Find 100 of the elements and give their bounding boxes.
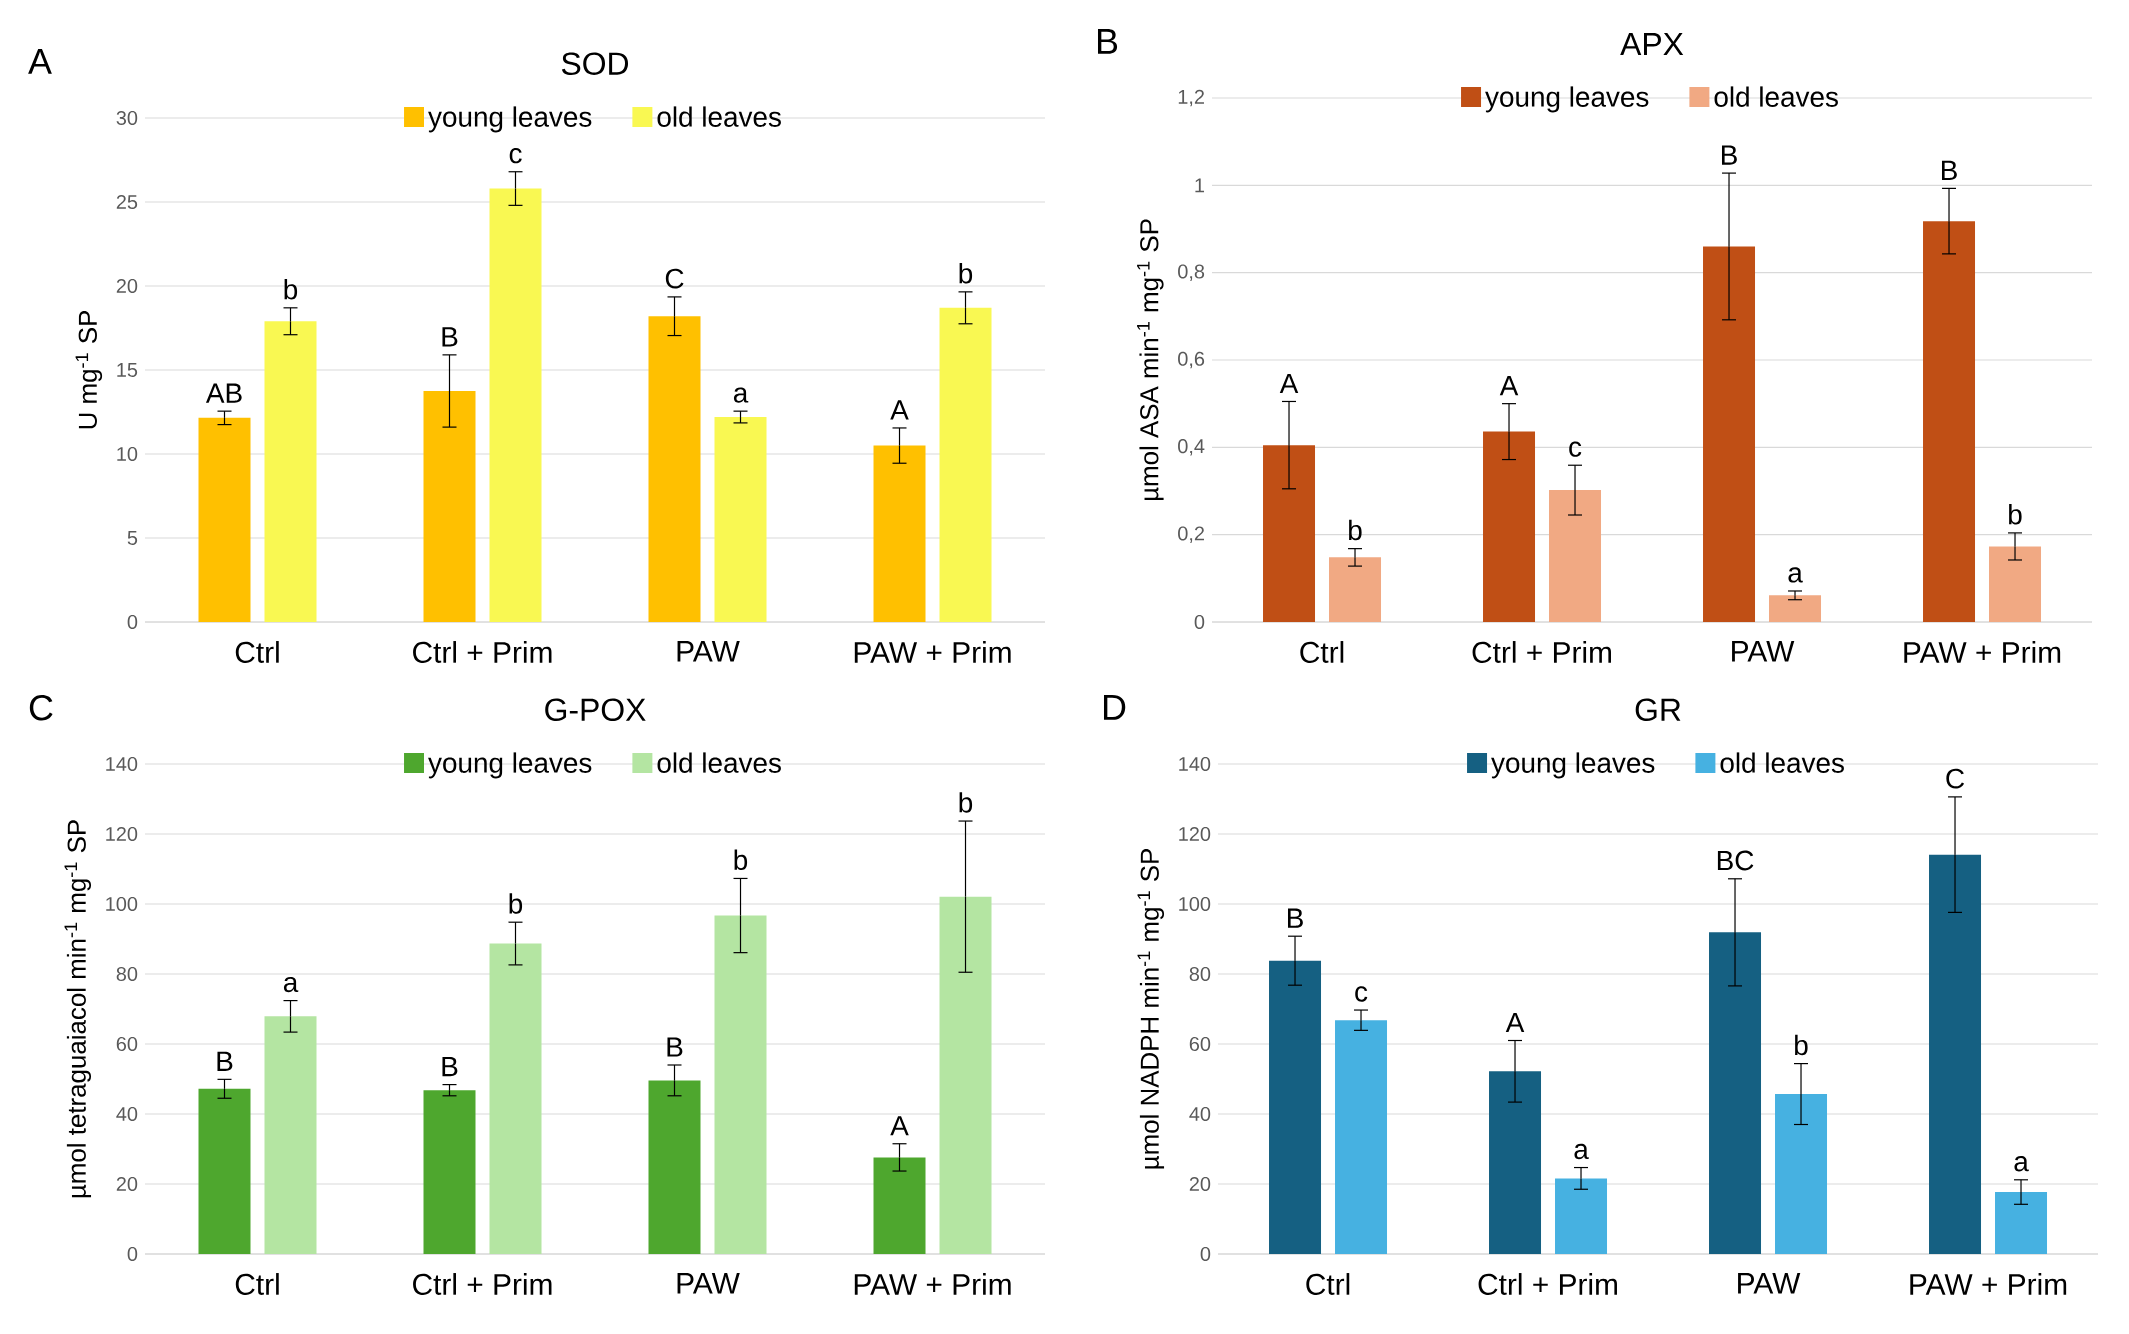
bar <box>1269 960 1322 1254</box>
data-label: BC <box>1717 850 1754 871</box>
y-tick-label: 30 <box>116 110 138 126</box>
data-label: B <box>217 1051 233 1071</box>
x-tick-label: PAW <box>677 1273 740 1294</box>
y-tick-label: 80 <box>1189 966 1211 982</box>
x-tick-label: Ctrl <box>1300 641 1344 663</box>
text: D <box>1103 695 1126 720</box>
data-label: b <box>1349 519 1362 541</box>
bar <box>198 1088 251 1254</box>
x-tick-label: PAW <box>677 641 740 662</box>
y-axis-title: U mg$^{-1}$ SP <box>75 310 103 429</box>
data-label: B <box>1287 908 1303 928</box>
bar <box>873 445 926 622</box>
data-label: B <box>1721 145 1737 165</box>
y-axis-title: µmol NADPH min$^{-1}$ mg$^{-1}$ SP <box>1137 849 1165 1169</box>
bar <box>489 188 542 622</box>
chart-title: SOD <box>561 52 629 75</box>
x-tick-label: Ctrl + Prim <box>1472 641 1611 663</box>
y-tick-label: 0 <box>127 1246 138 1262</box>
bar <box>1989 546 2042 622</box>
bar <box>1549 490 1602 622</box>
text: B <box>1097 29 1118 54</box>
bar <box>1335 1020 1388 1254</box>
text: C <box>29 695 53 721</box>
y-tick-label: 1 <box>1195 178 1205 193</box>
x-tick-label: Ctrl + Prim <box>413 1273 552 1295</box>
x-tick-label: Ctrl <box>235 641 279 663</box>
data-label: a <box>2014 1156 2029 1172</box>
data-label: c <box>1569 441 1582 457</box>
data-label: b <box>1795 1034 1808 1056</box>
bar <box>939 896 992 1254</box>
data-label: C <box>1946 768 1965 789</box>
legend-label: old leaves <box>1714 86 1838 107</box>
legend-label: old leaves <box>657 106 781 127</box>
bar <box>1923 221 1976 622</box>
bar <box>1263 445 1316 622</box>
data-label: a <box>1574 1143 1589 1160</box>
bar <box>714 417 767 622</box>
bar <box>648 316 701 622</box>
y-tick-label: 1,2 <box>1178 89 1204 107</box>
x-tick-label: PAW + Prim <box>1910 1273 2067 1295</box>
chart-title: GR <box>1635 698 1681 721</box>
y-tick-label: 20 <box>116 1176 138 1192</box>
bar <box>1489 1071 1542 1254</box>
bar <box>1555 1178 1608 1254</box>
data-label: a <box>733 387 749 403</box>
data-label: B <box>667 1037 683 1057</box>
data-label: A <box>1505 1012 1525 1033</box>
data-label: C <box>665 268 684 289</box>
x-tick-label: Ctrl <box>1306 1273 1350 1295</box>
bar <box>198 417 251 622</box>
data-label: c <box>509 148 522 164</box>
data-label: B <box>1941 160 1957 180</box>
x-tick-label: Ctrl + Prim <box>1478 1273 1617 1295</box>
bar <box>1703 246 1756 622</box>
x-tick-label: PAW <box>1738 1273 1801 1294</box>
data-label: B <box>442 1057 458 1077</box>
bar <box>648 1080 701 1254</box>
bar <box>423 1090 476 1254</box>
bar <box>489 943 542 1254</box>
data-label: b <box>509 893 523 914</box>
data-label: A <box>890 400 909 420</box>
bar <box>1929 854 1982 1254</box>
text: A <box>28 49 52 74</box>
data-label: b <box>959 792 973 813</box>
bar <box>1775 1094 1828 1254</box>
y-tick-label: 25 <box>116 194 138 210</box>
data-label: b <box>734 849 748 871</box>
y-tick-label: 0 <box>1200 1246 1211 1262</box>
x-tick-label: Ctrl <box>235 1273 279 1295</box>
data-label: B <box>442 327 458 347</box>
data-label: A <box>890 1116 909 1136</box>
x-tick-label: PAW + Prim <box>1904 641 2061 663</box>
y-tick-label: 100 <box>106 896 138 912</box>
data-label: b <box>959 262 973 284</box>
y-tick-label: 0 <box>1194 614 1205 630</box>
y-tick-label: 0 <box>127 614 138 630</box>
y-axis-title: µmol tetraguaiacol min$^{-1}$ mg$^{-1}$ SP <box>64 820 92 1198</box>
chart-title: G-POX <box>545 698 646 721</box>
data-label: A <box>1279 373 1299 394</box>
y-tick-label: 5 <box>127 531 138 545</box>
data-label: a <box>283 976 299 993</box>
bar <box>873 1157 926 1254</box>
y-axis-title: µmol ASA min$^{-1}$ mg$^{-1}$ SP <box>1137 219 1164 501</box>
data-label: c <box>1355 986 1368 1002</box>
y-tick-label: 140 <box>1179 756 1211 772</box>
data-label: b <box>2009 504 2022 525</box>
data-label: AB <box>205 383 242 403</box>
y-tick-label: 15 <box>117 363 138 377</box>
legend-label: young leaves <box>1491 752 1655 779</box>
y-tick-label: 120 <box>106 826 138 842</box>
x-tick-label: PAW + Prim <box>854 641 1011 663</box>
y-tick-label: 80 <box>116 966 138 982</box>
y-tick-label: 40 <box>1189 1106 1211 1122</box>
legend-label: young leaves <box>1485 86 1649 113</box>
y-tick-label: 40 <box>116 1106 138 1122</box>
bar <box>1995 1192 2048 1254</box>
chart-title: APX <box>1620 33 1684 55</box>
y-tick-label: 0,8 <box>1178 264 1205 281</box>
